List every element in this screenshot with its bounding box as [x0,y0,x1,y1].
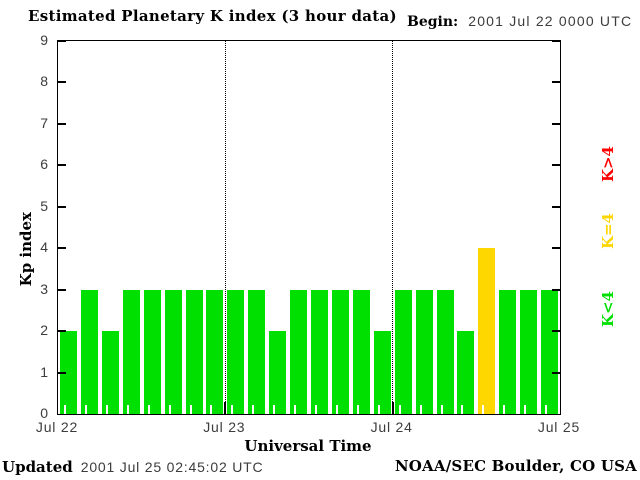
x-axis-minor-tick [482,405,485,414]
x-axis-minor-tick [545,405,548,414]
x-tick-label: Jul 22 [35,419,79,435]
y-axis-tick-right [552,164,560,167]
x-axis-minor-tick [210,405,213,414]
kp-bar [185,289,203,414]
x-axis-minor-tick [419,405,422,414]
x-axis-minor-tick [377,405,380,414]
x-axis-minor-tick [189,405,192,414]
chart-title: Estimated Planetary K index (3 hour data… [28,7,397,25]
updated-value: 2001 Jul 25 02:45:02 UTC [80,459,264,475]
y-axis-tick-left [58,122,66,125]
begin-value: 2001 Jul 22 0000 UTC [468,13,633,29]
kp-bar [436,289,454,414]
x-axis-minor-tick [147,405,150,414]
kp-bar [60,331,77,414]
x-axis-minor-tick [503,405,506,414]
y-tick-label: 9 [40,32,48,48]
x-axis-title: Universal Time [244,437,372,455]
y-axis-tick-left [58,371,66,374]
x-axis-minor-tick [315,405,317,414]
updated-label: Updated [2,458,73,476]
x-axis-minor-tick [461,405,464,414]
y-tick-label: 0 [40,405,48,421]
plot-area [57,40,561,415]
begin-label: Begin: [407,14,459,30]
x-axis-minor-tick [168,405,171,414]
x-axis-minor-tick [84,405,87,414]
y-tick-label: 4 [40,239,48,256]
x-axis-minor-tick [105,405,108,414]
kp-bar [290,289,308,414]
y-tick-label: 6 [40,156,48,173]
kp-bar [164,289,182,414]
kp-bar [394,289,412,414]
kp-bar [373,331,391,414]
kp-bar [520,289,538,414]
y-axis-tick-left [58,247,66,250]
day-boundary-tick [224,402,227,414]
kp-bar [122,289,140,414]
kp-bar [499,289,517,414]
kp-bar [457,331,475,414]
y-axis-tick-left [58,81,66,84]
y-tick-label: 2 [40,322,48,339]
source-credit: NOAA/SEC Boulder, CO USA [394,457,637,475]
x-axis-minor-tick [273,405,276,414]
day-boundary-tick [391,402,394,414]
y-tick-label: 8 [40,73,48,90]
kp-bar [248,289,266,414]
y-axis-tick-right [552,81,560,84]
kp-bar [352,289,370,414]
begin-row: Begin: 2001 Jul 22 0000 UTC [407,11,632,30]
x-tick-label: Jul 24 [370,419,413,435]
y-axis-tick-right [552,247,560,250]
y-axis-tick-right [552,371,560,374]
x-axis-minor-tick [64,405,66,414]
day-boundary-gridline [224,41,226,414]
x-axis-minor-tick [356,405,359,414]
y-tick-label: 7 [40,114,48,131]
y-axis-tick-left [58,288,66,291]
x-axis-minor-tick [440,405,443,414]
legend-k-eq-4: K=4 [599,213,617,250]
y-axis-tick-right [552,122,560,125]
day-boundary-gridline [392,41,394,414]
y-axis-tick-right [552,40,560,42]
kp-bar [331,289,349,414]
y-axis-tick-left [58,40,66,42]
y-axis-tick-left [58,205,66,208]
y-axis-tick-right [552,330,560,333]
updated-row: Updated 2001 Jul 25 02:45:02 UTC [2,457,263,476]
kp-bar [206,289,224,414]
kp-bar [143,289,161,414]
y-axis-title: Kp index [17,212,35,287]
kp-bar [269,331,287,414]
y-axis-tick-right [552,288,560,291]
y-axis-tick-right [552,205,560,208]
kp-bar [227,289,245,414]
x-axis-minor-tick [126,405,129,414]
x-tick-label: Jul 25 [537,419,581,435]
legend-k-lt-4: K<4 [599,291,617,328]
x-axis-minor-tick [398,405,401,414]
y-tick-label: 3 [40,280,48,297]
x-tick-label: Jul 23 [203,419,246,435]
kp-bar [80,289,98,414]
x-axis-minor-tick [524,405,527,414]
legend-k-gt-4: K>4 [599,146,617,183]
x-axis-minor-tick [294,405,297,414]
y-tick-label: 1 [40,363,48,380]
kp-bar [478,248,496,414]
kp-bar [415,289,433,414]
kp-bar [311,289,328,414]
x-axis-minor-tick [335,405,338,414]
kp-bar [101,331,119,414]
y-axis-tick-left [58,164,66,167]
y-tick-label: 5 [40,197,48,214]
x-axis-minor-tick [252,405,255,414]
kp-bar [541,289,559,414]
x-axis-minor-tick [231,405,234,414]
y-axis-tick-left [58,330,66,333]
